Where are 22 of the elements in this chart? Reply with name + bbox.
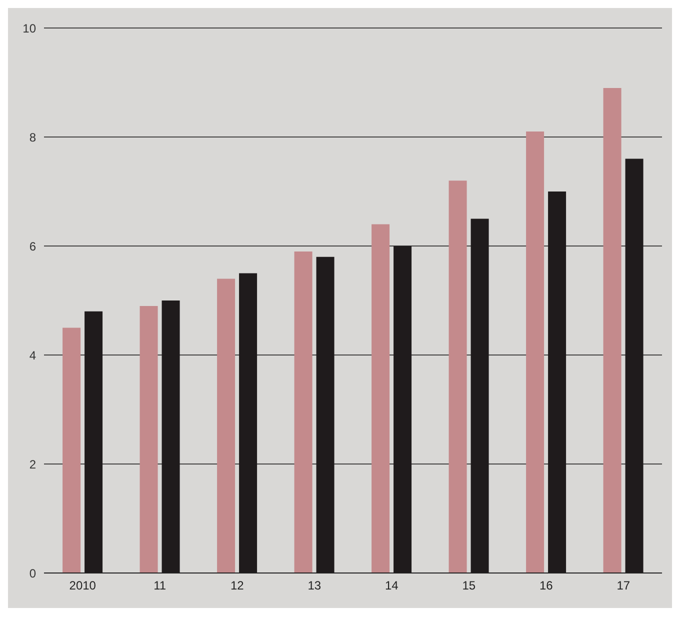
y-tick-label: 10 xyxy=(22,21,36,36)
y-tick-label: 2 xyxy=(29,457,36,472)
x-tick-label: 17 xyxy=(616,578,630,593)
bar xyxy=(372,224,390,573)
bar xyxy=(217,278,236,573)
x-tick-label: 16 xyxy=(539,578,554,593)
bar xyxy=(62,328,81,573)
y-tick-label: 8 xyxy=(29,130,36,144)
x-tick-label: 15 xyxy=(462,578,476,593)
x-tick-label: 13 xyxy=(308,578,322,593)
y-tick-label: 4 xyxy=(29,348,36,362)
bar xyxy=(448,180,467,573)
x-tick-label: 12 xyxy=(230,578,244,593)
bar xyxy=(603,88,622,573)
bar xyxy=(526,132,544,573)
x-tick-label: 14 xyxy=(384,578,399,593)
y-tick-label: 0 xyxy=(29,566,36,580)
x-tick-label: 11 xyxy=(154,578,166,593)
y-tick-label: 6 xyxy=(29,239,36,254)
bar xyxy=(294,251,312,573)
bar xyxy=(140,306,158,573)
x-tick-label: 2010 xyxy=(69,578,96,593)
